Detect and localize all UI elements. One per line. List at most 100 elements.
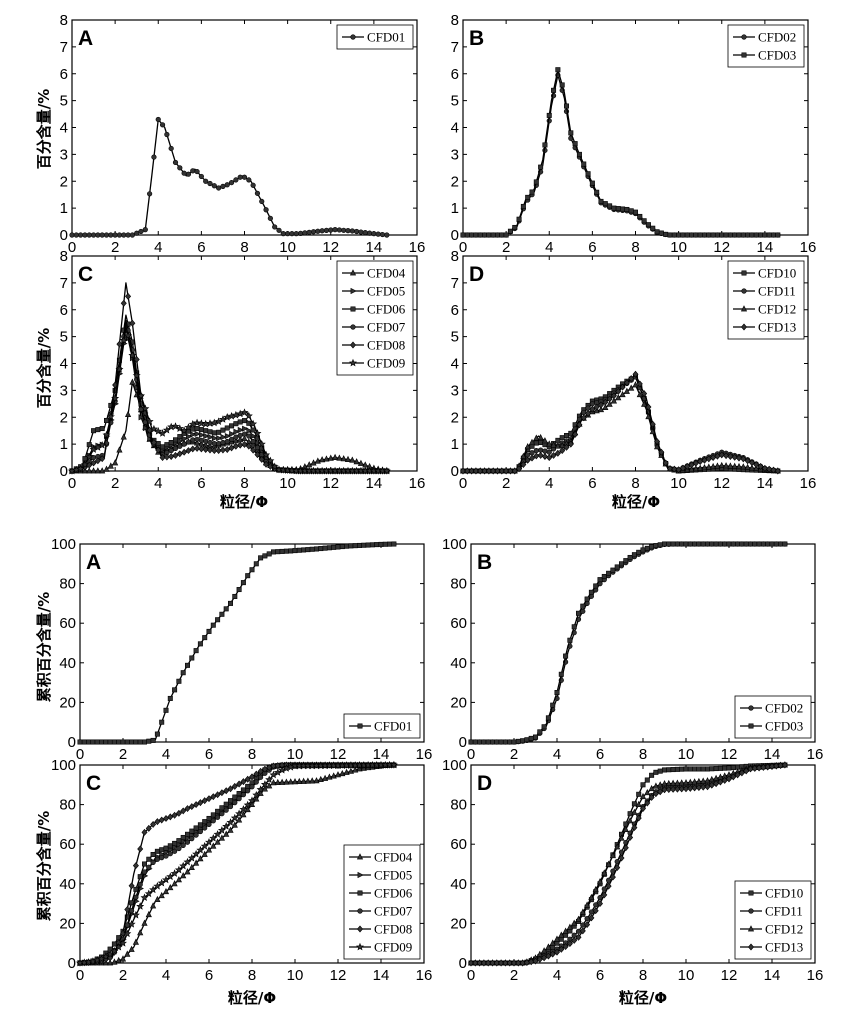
y-tick-label: 0 [459,955,467,972]
data-point [82,456,88,462]
data-point [80,460,89,468]
data-point [103,465,110,472]
data-point [581,161,587,167]
data-point [753,464,760,471]
data-point [585,410,592,417]
data-point [159,719,165,725]
data-point [667,465,673,473]
data-point [210,622,216,628]
data-point [551,87,557,93]
data-point [99,455,106,463]
data-point [553,935,561,942]
data-point [254,190,261,196]
y-tick-label: 80 [450,797,467,814]
data-point [163,707,169,713]
data-point [99,739,105,745]
data-point [119,955,127,962]
x-tick-label: 10 [287,967,304,984]
data-point [727,453,734,460]
y-axis-label-bottom-upper: 累积百分含量/% [35,592,53,703]
data-point [128,945,135,952]
data-point [648,794,655,801]
data-point [250,427,256,433]
data-point [160,444,166,450]
data-point [132,862,139,870]
data-point [723,232,729,238]
data-point [167,883,174,891]
data-point [215,617,221,623]
y-tick-label: 0 [451,463,459,480]
data-point [644,799,651,807]
legend-marker [356,942,364,951]
data-point [211,440,217,447]
data-point [379,231,386,238]
data-point [218,789,225,797]
data-point [558,671,564,677]
x-tick-label: 0 [76,967,84,984]
data-point [489,739,495,745]
legend-label: CFD09 [374,940,412,955]
data-point [585,405,591,411]
data-point [175,809,182,817]
data-point [137,739,143,745]
data-point [636,791,642,797]
y-tick-label: 2 [451,409,459,426]
data-point [236,816,243,823]
data-point [177,443,183,449]
series-CFD13 [460,370,781,475]
data-point [644,777,650,783]
data-point [384,232,390,238]
data-point [116,446,123,453]
y-tick-label: 1 [60,436,68,453]
data-point [241,431,248,437]
data-point [155,441,161,447]
data-point [232,593,238,599]
data-point [541,437,549,444]
x-tick-label: 10 [279,475,296,492]
data-point [266,764,273,772]
y-tick-label: 3 [451,146,459,163]
data-point [555,437,561,443]
data-point [150,439,157,446]
data-point [618,834,625,841]
data-point [563,932,569,938]
data-point [502,739,508,745]
data-point [618,854,625,862]
data-point [719,232,725,238]
data-point [536,955,543,963]
legend-label: CFD01 [374,719,412,734]
x-tick-label: 8 [639,746,647,763]
data-point [296,547,302,553]
x-tick-label: 16 [800,475,817,492]
data-point [249,567,255,573]
data-point [150,851,156,857]
x-tick-label: 2 [119,746,127,763]
data-point [256,785,265,793]
y-tick-label: 100 [442,757,467,774]
data-point [738,769,745,777]
data-point [356,765,363,772]
data-point [309,777,316,784]
legend-label: CFD12 [758,302,796,317]
data-point [721,776,728,784]
data-point [168,447,174,454]
data-point [322,545,328,551]
data-point [253,561,259,567]
data-point [632,209,638,215]
data-point [532,734,538,740]
data-point [116,340,123,348]
data-point [106,412,115,421]
data-point [637,213,643,219]
data-point [541,947,548,954]
data-point [472,467,479,475]
data-point [571,932,577,938]
data-point [119,938,127,947]
data-point [194,436,200,442]
data-point [610,567,616,573]
data-point [266,551,272,557]
data-point [498,959,505,967]
data-point [756,541,762,547]
legend-label: CFD02 [765,701,803,716]
data-point [760,764,767,771]
data-point [219,811,225,817]
